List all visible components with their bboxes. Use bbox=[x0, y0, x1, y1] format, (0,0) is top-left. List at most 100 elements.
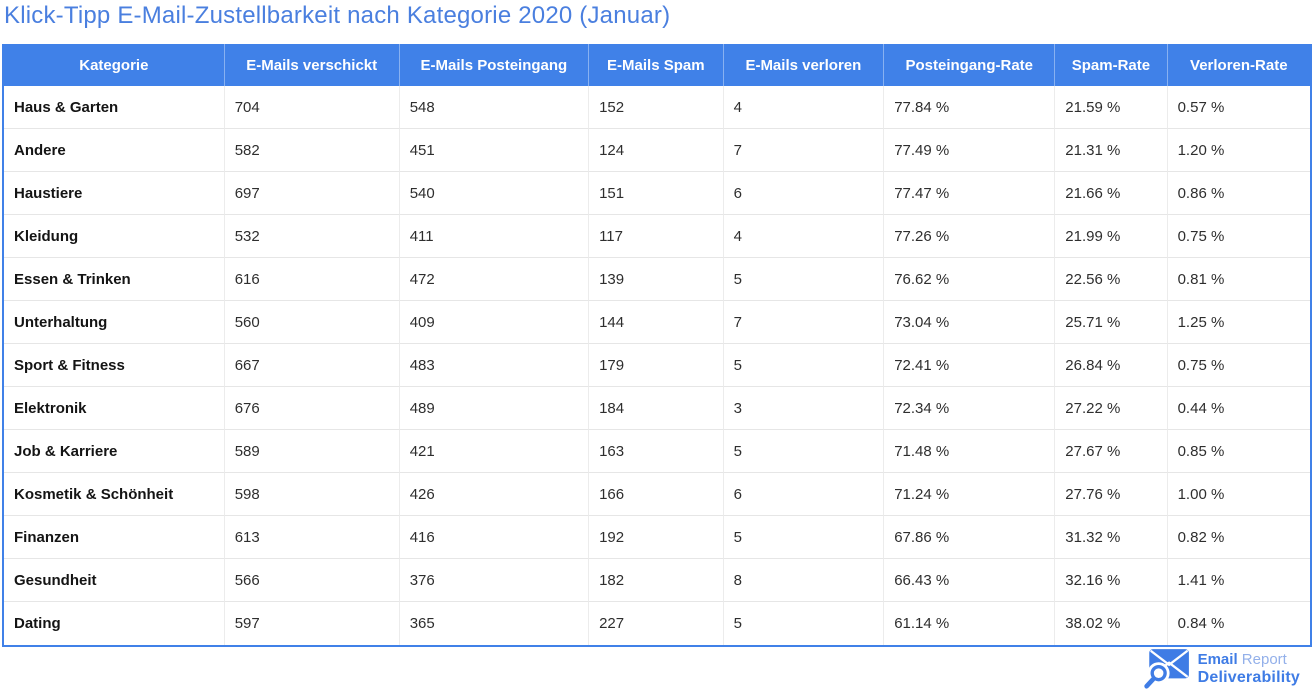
value-cell: 697 bbox=[224, 172, 400, 215]
table-row: Dating 597 365 227 5 61.14 % 38.02 % 0.84 % bbox=[4, 602, 1310, 645]
value-cell: 22.56 % bbox=[1055, 258, 1168, 301]
table-row: Finanzen 613 416 192 5 67.86 % 31.32 % 0.82 % bbox=[4, 516, 1310, 559]
value-cell: 139 bbox=[589, 258, 724, 301]
column-header: E-Mails verloren bbox=[723, 44, 885, 86]
value-cell: 560 bbox=[224, 301, 400, 344]
value-cell: 5 bbox=[723, 344, 885, 387]
logo-word-deliverability: Deliverability bbox=[1197, 669, 1300, 686]
value-cell: 1.20 % bbox=[1167, 129, 1310, 172]
value-cell: 598 bbox=[224, 473, 400, 516]
column-header: E-Mails verschickt bbox=[224, 44, 400, 86]
value-cell: 77.26 % bbox=[884, 215, 1056, 258]
value-cell: 472 bbox=[399, 258, 590, 301]
table-row: Kosmetik & Schönheit 598 426 166 6 71.24 % 27.… bbox=[4, 473, 1310, 516]
category-cell: Haus & Garten bbox=[4, 86, 225, 129]
value-cell: 77.47 % bbox=[884, 172, 1056, 215]
category-cell: Elektronik bbox=[4, 387, 225, 430]
value-cell: 0.57 % bbox=[1167, 86, 1310, 129]
category-cell: Job & Karriere bbox=[4, 430, 225, 473]
page-title: Klick-Tipp E-Mail-Zustellbarkeit nach Ka… bbox=[4, 2, 671, 29]
value-cell: 38.02 % bbox=[1055, 602, 1168, 645]
value-cell: 451 bbox=[399, 129, 590, 172]
table-row: Sport & Fitness 667 483 179 5 72.41 % 26.84 % 0… bbox=[4, 344, 1310, 387]
value-cell: 144 bbox=[589, 301, 724, 344]
value-cell: 0.44 % bbox=[1167, 387, 1310, 430]
value-cell: 72.41 % bbox=[884, 344, 1056, 387]
value-cell: 184 bbox=[589, 387, 724, 430]
email-report-deliverability-logo: Email Report Deliverability bbox=[1142, 648, 1300, 690]
table-row: Elektronik 676 489 184 3 72.34 % 27.22 % 0.44 % bbox=[4, 387, 1310, 430]
value-cell: 676 bbox=[224, 387, 400, 430]
table-header-row: Kategorie E-Mails verschickt E-Mails Poste… bbox=[4, 44, 1310, 86]
table-header: Kategorie E-Mails verschickt E-Mails Poste… bbox=[4, 44, 1310, 86]
category-cell: Finanzen bbox=[4, 516, 225, 559]
value-cell: 71.48 % bbox=[884, 430, 1056, 473]
value-cell: 7 bbox=[723, 301, 885, 344]
value-cell: 166 bbox=[589, 473, 724, 516]
value-cell: 3 bbox=[723, 387, 885, 430]
category-cell: Dating bbox=[4, 602, 225, 645]
value-cell: 589 bbox=[224, 430, 400, 473]
value-cell: 0.75 % bbox=[1167, 215, 1310, 258]
value-cell: 548 bbox=[399, 86, 590, 129]
value-cell: 25.71 % bbox=[1055, 301, 1168, 344]
value-cell: 0.85 % bbox=[1167, 430, 1310, 473]
column-header: Posteingang-Rate bbox=[884, 44, 1056, 86]
value-cell: 0.75 % bbox=[1167, 344, 1310, 387]
value-cell: 73.04 % bbox=[884, 301, 1056, 344]
value-cell: 76.62 % bbox=[884, 258, 1056, 301]
value-cell: 5 bbox=[723, 258, 885, 301]
column-header: E-Mails Spam bbox=[589, 44, 724, 86]
value-cell: 376 bbox=[399, 559, 590, 602]
value-cell: 0.86 % bbox=[1167, 172, 1310, 215]
value-cell: 1.00 % bbox=[1167, 473, 1310, 516]
logo-text: Email Report Deliverability bbox=[1198, 651, 1300, 687]
table-row: Gesundheit 566 376 182 8 66.43 % 32.16 % 1.41 % bbox=[4, 559, 1310, 602]
value-cell: 704 bbox=[224, 86, 400, 129]
table-row: Haustiere 697 540 151 6 77.47 % 21.66 % 0.86 % bbox=[4, 172, 1310, 215]
category-cell: Haustiere bbox=[4, 172, 225, 215]
value-cell: 613 bbox=[224, 516, 400, 559]
table-row: Andere 582 451 124 7 77.49 % 21.31 % 1.20 % bbox=[4, 129, 1310, 172]
category-cell: Sport & Fitness bbox=[4, 344, 225, 387]
value-cell: 582 bbox=[224, 129, 400, 172]
deliverability-table: Kategorie E-Mails verschickt E-Mails Poste… bbox=[4, 44, 1310, 645]
value-cell: 540 bbox=[399, 172, 590, 215]
value-cell: 31.32 % bbox=[1055, 516, 1168, 559]
value-cell: 416 bbox=[399, 516, 590, 559]
value-cell: 71.24 % bbox=[884, 473, 1056, 516]
value-cell: 0.84 % bbox=[1167, 602, 1310, 645]
value-cell: 182 bbox=[589, 559, 724, 602]
value-cell: 7 bbox=[723, 129, 885, 172]
value-cell: 409 bbox=[399, 301, 590, 344]
value-cell: 5 bbox=[723, 602, 885, 645]
table-row: Haus & Garten 704 548 152 4 77.84 % 21.59 % 0.5… bbox=[4, 86, 1310, 129]
value-cell: 597 bbox=[224, 602, 400, 645]
value-cell: 72.34 % bbox=[884, 387, 1056, 430]
value-cell: 27.76 % bbox=[1055, 473, 1168, 516]
value-cell: 117 bbox=[589, 215, 724, 258]
value-cell: 66.43 % bbox=[884, 559, 1056, 602]
category-cell: Kleidung bbox=[4, 215, 225, 258]
value-cell: 124 bbox=[589, 129, 724, 172]
value-cell: 151 bbox=[589, 172, 724, 215]
value-cell: 6 bbox=[723, 473, 885, 516]
category-cell: Kosmetik & Schönheit bbox=[4, 473, 225, 516]
value-cell: 0.81 % bbox=[1167, 258, 1310, 301]
value-cell: 32.16 % bbox=[1055, 559, 1168, 602]
value-cell: 411 bbox=[399, 215, 590, 258]
value-cell: 421 bbox=[399, 430, 590, 473]
value-cell: 77.84 % bbox=[884, 86, 1056, 129]
value-cell: 27.22 % bbox=[1055, 387, 1168, 430]
value-cell: 566 bbox=[224, 559, 400, 602]
category-cell: Andere bbox=[4, 129, 225, 172]
value-cell: 0.82 % bbox=[1167, 516, 1310, 559]
column-header: Spam-Rate bbox=[1055, 44, 1168, 86]
value-cell: 27.67 % bbox=[1055, 430, 1168, 473]
column-header: E-Mails Posteingang bbox=[399, 44, 590, 86]
deliverability-table-wrapper: Kategorie E-Mails verschickt E-Mails Poste… bbox=[2, 44, 1312, 647]
value-cell: 61.14 % bbox=[884, 602, 1056, 645]
envelope-magnifier-icon bbox=[1142, 649, 1189, 690]
value-cell: 67.86 % bbox=[884, 516, 1056, 559]
value-cell: 6 bbox=[723, 172, 885, 215]
